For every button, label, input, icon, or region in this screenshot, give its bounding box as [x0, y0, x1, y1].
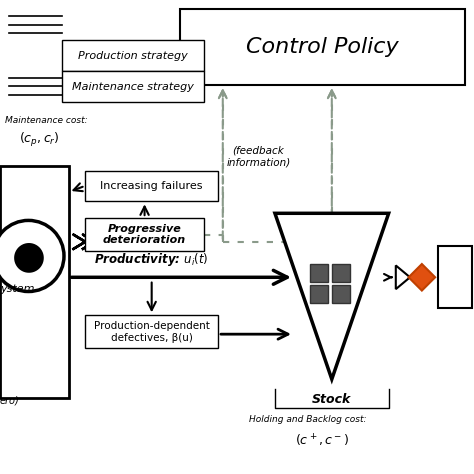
- FancyBboxPatch shape: [85, 315, 218, 348]
- FancyBboxPatch shape: [332, 285, 350, 303]
- Text: ●: ●: [11, 237, 46, 275]
- Text: ero): ero): [0, 395, 20, 406]
- Text: Production-dependent
defectives, β(u): Production-dependent defectives, β(u): [94, 321, 210, 343]
- Text: Stock: Stock: [312, 393, 352, 406]
- FancyBboxPatch shape: [85, 218, 204, 251]
- FancyBboxPatch shape: [332, 264, 350, 282]
- FancyBboxPatch shape: [310, 285, 328, 303]
- Text: Holding and Backlog cost:: Holding and Backlog cost:: [249, 415, 367, 424]
- FancyBboxPatch shape: [438, 246, 472, 308]
- Text: (feedback
information): (feedback information): [226, 146, 291, 167]
- Polygon shape: [396, 265, 410, 289]
- FancyBboxPatch shape: [310, 264, 328, 282]
- Text: Maintenance strategy: Maintenance strategy: [72, 82, 194, 91]
- Text: Progressive
deterioration: Progressive deterioration: [103, 224, 186, 246]
- Polygon shape: [409, 264, 435, 291]
- Text: ystem: ystem: [0, 284, 35, 294]
- FancyBboxPatch shape: [62, 71, 204, 102]
- Text: Increasing failures: Increasing failures: [100, 181, 203, 191]
- Polygon shape: [275, 213, 389, 379]
- FancyBboxPatch shape: [62, 40, 204, 71]
- FancyBboxPatch shape: [85, 171, 218, 201]
- FancyBboxPatch shape: [180, 9, 465, 85]
- Text: Productivity: $u_i(t)$: Productivity: $u_i(t)$: [94, 251, 209, 268]
- Text: $(c_p, c_r)$: $(c_p, c_r)$: [19, 131, 60, 149]
- Text: Maintenance cost:: Maintenance cost:: [5, 117, 87, 125]
- Text: $(c^+, c^-)$: $(c^+, c^-)$: [295, 433, 349, 449]
- Text: Control Policy: Control Policy: [246, 37, 399, 57]
- Text: Production strategy: Production strategy: [78, 51, 188, 61]
- Circle shape: [0, 220, 64, 292]
